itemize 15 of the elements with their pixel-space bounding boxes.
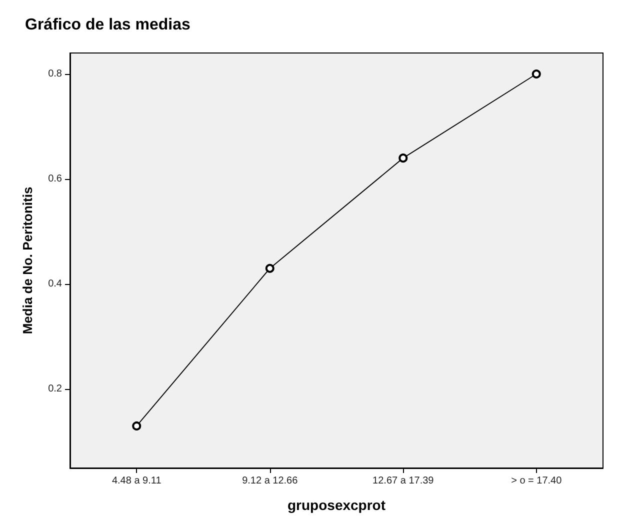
- point: [398, 154, 408, 163]
- point: [132, 421, 142, 430]
- x-axis-title: gruposexcprot: [287, 497, 386, 513]
- chart-title: Gráfico de las medias: [25, 16, 191, 34]
- x-tick-label: 12.67 a 17.39: [372, 476, 434, 486]
- x-tick-label: > o = 17.40: [511, 476, 562, 486]
- y-tick-label: 0.4: [48, 278, 62, 290]
- point: [265, 264, 274, 273]
- y-tick-label: 0.2: [48, 384, 62, 395]
- point: [532, 70, 541, 79]
- y-tick-label: 0.8: [48, 68, 62, 80]
- y-tick-label: 0.6: [48, 174, 62, 185]
- x-tick-label: 4.48 a 9.11: [112, 476, 162, 486]
- y-axis-title: Media de No. Peritonitis: [20, 186, 35, 334]
- x-tick-label: 9.12 a 12.66: [242, 476, 298, 486]
